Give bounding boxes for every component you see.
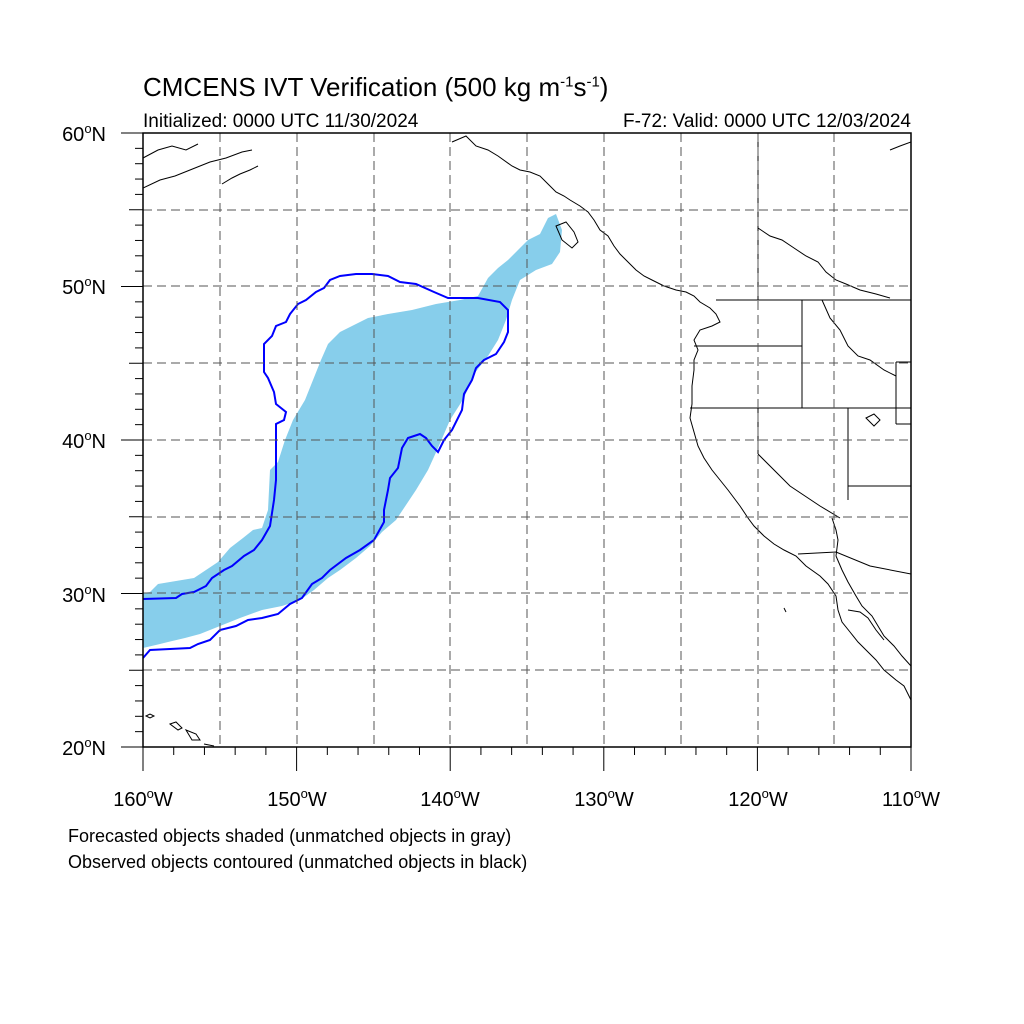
initialized-label: Initialized: 0000 UTC 11/30/2024 xyxy=(143,111,419,132)
lon-axis-labels: 160oW 150oW 140oW 130oW 120oW 110oW xyxy=(113,786,940,811)
forecast-object-shaded xyxy=(143,214,562,648)
tick-marks xyxy=(121,132,912,771)
border-layer xyxy=(690,133,911,575)
lat-label-40n: 40oN xyxy=(62,428,106,453)
lat-label-20n: 20oN xyxy=(62,735,106,760)
lat-label-30n: 30oN xyxy=(62,582,106,607)
graticule xyxy=(143,133,911,747)
lon-label-130w: 130oW xyxy=(574,786,634,811)
lon-label-110w: 110oW xyxy=(882,786,940,811)
chart-title: CMCENS IVT Verification (500 kg m-1s-1) xyxy=(143,72,609,102)
lon-label-120w: 120oW xyxy=(728,786,788,811)
valid-time-label: F-72: Valid: 0000 UTC 12/03/2024 xyxy=(623,111,911,132)
lat-axis-labels: 60oN 50oN 40oN 30oN 20oN xyxy=(62,121,106,760)
coastline-layer xyxy=(143,135,911,747)
lat-label-50n: 50oN xyxy=(62,274,106,299)
observed-object-contour xyxy=(143,273,509,659)
lon-label-160w: 160oW xyxy=(113,786,173,811)
forecast-legend-note: Forecasted objects shaded (unmatched obj… xyxy=(68,826,512,846)
lat-label-60n: 60oN xyxy=(62,121,106,146)
lon-label-140w: 140oW xyxy=(420,786,480,811)
observed-legend-note: Observed objects contoured (unmatched ob… xyxy=(68,852,528,872)
lon-label-150w: 150oW xyxy=(267,786,327,811)
